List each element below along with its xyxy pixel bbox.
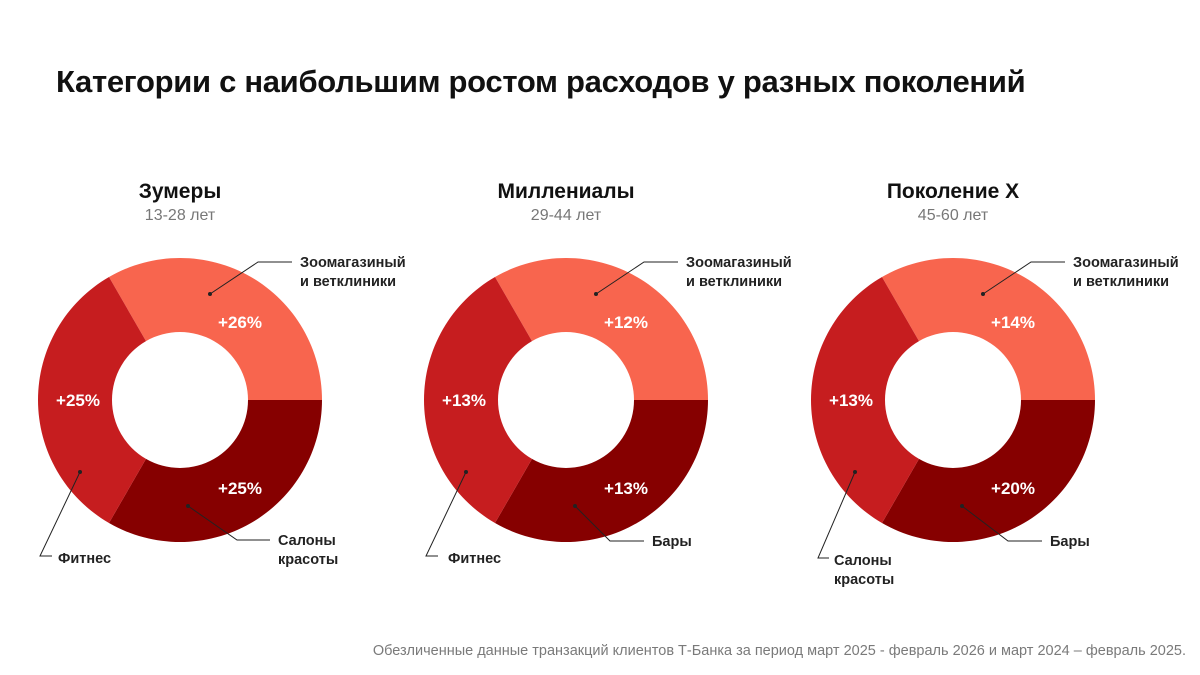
slice-value-label: +13% — [442, 391, 486, 410]
chart-title: Поколение X — [887, 180, 1019, 203]
slice-category-label: Бары — [1050, 534, 1090, 550]
leader-line — [817, 471, 856, 559]
leader-line — [209, 261, 292, 295]
slice-category-label: и ветклиники — [300, 274, 396, 290]
leader-line — [187, 505, 270, 541]
leader-dot — [208, 292, 212, 296]
leader-line — [39, 471, 81, 557]
donut-chart: Зумеры 13-28 лет +26% Зоомагазиный и ветклин… — [38, 180, 406, 568]
leader-line — [425, 471, 467, 557]
leader-line — [961, 505, 1042, 542]
leader-dot — [464, 470, 468, 474]
donut-slice — [109, 258, 322, 400]
slice-category-label: Салоны — [278, 533, 336, 549]
leader-dot — [594, 292, 598, 296]
donut-slice — [424, 277, 532, 523]
leader-dot — [186, 504, 190, 508]
slice-category-label: красоты — [834, 572, 894, 588]
slice-value-label: +14% — [991, 313, 1035, 332]
chart-subtitle: 45-60 лет — [918, 207, 989, 224]
slice-category-label: Зоомагазиный — [300, 255, 406, 271]
leader-dot — [981, 292, 985, 296]
slice-category-label: и ветклиники — [686, 274, 782, 290]
donut-slice — [811, 277, 919, 523]
slice-category-label: Зоомагазиный — [686, 255, 792, 271]
donut-slice — [109, 400, 322, 542]
slice-value-label: +25% — [218, 479, 262, 498]
leader-line — [595, 261, 678, 295]
leader-dot — [573, 504, 577, 508]
page-title: Категории с наибольшим ростом расходов у… — [56, 64, 1026, 99]
slice-category-label: Зоомагазиный — [1073, 255, 1179, 271]
slice-category-label: Фитнес — [58, 551, 111, 567]
slice-category-label: Бары — [652, 534, 692, 550]
donut-chart: Поколение X 45-60 лет +14% Зоомагазиный и ве… — [811, 180, 1179, 588]
slice-value-label: +12% — [604, 313, 648, 332]
slice-value-label: +25% — [56, 391, 100, 410]
donut-chart: Миллениалы 29-44 лет +12% Зоомагазиный и вет… — [424, 180, 792, 567]
donut-slice — [882, 258, 1095, 400]
donut-slice — [882, 400, 1095, 542]
donut-slice — [495, 400, 708, 542]
donut-slice — [38, 277, 146, 523]
chart-title: Зумеры — [139, 180, 222, 203]
leader-dot — [78, 470, 82, 474]
slice-value-label: +20% — [991, 479, 1035, 498]
slice-value-label: +13% — [829, 391, 873, 410]
slice-category-label: Салоны — [834, 553, 892, 569]
chart-title: Миллениалы — [497, 180, 634, 203]
leader-dot — [853, 470, 857, 474]
leader-line — [574, 505, 644, 542]
donut-slice — [495, 258, 708, 400]
leader-line — [982, 261, 1065, 295]
slice-value-label: +13% — [604, 479, 648, 498]
chart-subtitle: 13-28 лет — [145, 207, 216, 224]
slice-category-label: красоты — [278, 552, 338, 568]
slice-category-label: Фитнес — [448, 551, 501, 567]
chart-subtitle: 29-44 лет — [531, 207, 602, 224]
leader-dot — [960, 504, 964, 508]
slice-value-label: +26% — [218, 313, 262, 332]
slice-category-label: и ветклиники — [1073, 274, 1169, 290]
footnote: Обезличенные данные транзакций клиентов … — [372, 643, 1186, 659]
